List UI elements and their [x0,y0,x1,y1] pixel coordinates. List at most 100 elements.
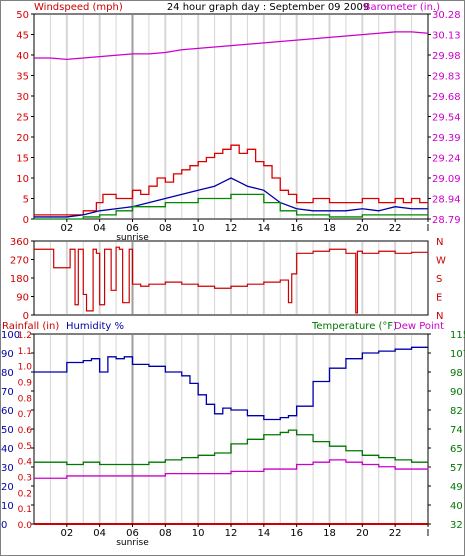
rainfall-axis-label: Rainfall (in) [2,321,59,332]
compass-tick-label: E [436,293,442,304]
hour-tick-label: 02 [60,223,73,234]
hour-tick-label: 08 [159,223,172,234]
dewpoint-axis-label: Dew Point [394,321,444,332]
temperature-axis-label: Temperature (°F) [311,321,397,332]
rainfall-tick-label: 0.4 [18,458,33,468]
wind-max-line [34,144,428,216]
barometer-line [34,31,429,61]
windspeed-tick-label: 45 [16,31,29,42]
hour-tick-label: 14 [257,223,270,234]
windspeed-tick-label: 15 [16,154,29,165]
temperature-tick-label: 57 [450,463,463,474]
barometer-tick-label: 29.24 [432,154,461,165]
rainfall-tick-label: 0.7 [18,410,32,420]
rainfall-tick-label: 0.5 [18,442,32,452]
barometer-tick-label: 29.98 [432,51,461,62]
hour-tick-label: 12 [225,528,238,539]
direction-tick-label: 360 [10,237,29,248]
temperature-tick-label: 107 [450,349,465,360]
humidity-tick-label: 0 [1,520,7,531]
direction-tick-label: 90 [16,293,29,304]
hour-tick-label: 14 [257,528,270,539]
windspeed-tick-label: 50 [16,10,29,21]
hour-tick-label: 16 [290,528,303,539]
temperature-tick-label: 115 [450,330,465,341]
temperature-tick-label: 74 [450,425,463,436]
compass-tick-label: S [436,274,442,285]
rainfall-tick-label: 1.1 [18,347,32,357]
temperature-tick-label: 32 [450,520,463,531]
humidity-tick-label: 100 [1,330,20,341]
hour-tick-label: I [427,223,430,234]
windspeed-tick-label: 35 [16,72,29,83]
dewpoint-line [34,459,429,479]
hour-tick-label: 10 [192,223,205,234]
humidity-tick-label: 90 [1,349,14,360]
barometer-tick-label: 28.94 [432,195,461,206]
temperature-tick-label: 65 [450,444,463,455]
temperature-tick-label: 98 [450,368,463,379]
hour-tick-label: 12 [225,223,238,234]
wind-gust-line [34,193,428,220]
hour-tick-label: 20 [356,528,369,539]
rainfall-tick-label: 0.2 [18,489,32,499]
humidity-tick-label: 80 [1,368,14,379]
humidity-tick-label: 70 [1,387,14,398]
hour-tick-label: 08 [159,528,172,539]
barometer-tick-label: 30.13 [432,31,461,42]
barometer-tick-label: 30.28 [432,10,461,21]
windspeed-tick-label: 5 [23,195,29,206]
rainfall-tick-label: 0.9 [18,379,33,389]
rainfall-tick-label: 1.2 [18,331,32,341]
humidity-line [34,346,428,421]
windspeed-tick-label: 40 [16,51,29,62]
barometer-tick-label: 29.39 [432,133,461,144]
temperature-line [34,429,428,466]
temperature-tick-label: 40 [450,501,463,512]
sunrise-label: sunrise [116,233,149,243]
rainfall-tick-label: 1.0 [18,363,33,373]
hour-tick-label: 22 [389,528,402,539]
hour-tick-label: 20 [356,223,369,234]
direction-tick-label: 180 [10,274,29,285]
wind-direction-line [34,246,429,314]
hour-tick-label: 02 [60,528,73,539]
temperature-tick-label: 90 [450,387,463,398]
chart-title: 24 hour graph day : September 09 2009 [167,2,369,13]
windspeed-tick-label: 0 [23,215,29,226]
hour-tick-label: 22 [389,223,402,234]
windspeed-tick-label: 10 [16,174,29,185]
windspeed-axis-label: Windspeed (mph) [34,2,123,13]
rainfall-tick-label: 0.8 [18,394,33,404]
hour-tick-label: 16 [290,223,303,234]
barometer-tick-label: 29.83 [432,72,461,83]
humidity-tick-label: 50 [1,425,14,436]
rainfall-tick-label: 0.1 [18,505,32,515]
hour-tick-label: 06 [126,223,139,234]
hour-tick-label: 18 [323,223,336,234]
temperature-tick-label: 82 [450,406,463,417]
hour-tick-label: 04 [93,528,106,539]
direction-tick-label: 0 [23,311,29,322]
hour-tick-label: 04 [93,223,106,234]
rainfall-tick-label: 0.3 [18,474,32,484]
rainfall-tick-label: 0.0 [18,521,33,531]
rainfall-tick-label: 0.6 [18,426,33,436]
windspeed-tick-label: 30 [16,92,29,103]
humidity-tick-label: 10 [1,501,14,512]
barometer-tick-label: 28.79 [432,215,461,226]
sunrise-label: sunrise [116,538,149,548]
humidity-tick-label: 20 [1,482,14,493]
windspeed-tick-label: 25 [16,113,29,124]
direction-tick-label: 270 [10,256,29,267]
hour-tick-label: 18 [323,528,336,539]
hour-tick-label: 06 [126,528,139,539]
compass-tick-label: W [436,256,446,267]
humidity-tick-label: 40 [1,444,14,455]
compass-tick-label: N [436,311,443,322]
humidity-tick-label: 30 [1,463,14,474]
wind-average-line [34,177,428,218]
temperature-tick-label: 49 [450,482,463,493]
